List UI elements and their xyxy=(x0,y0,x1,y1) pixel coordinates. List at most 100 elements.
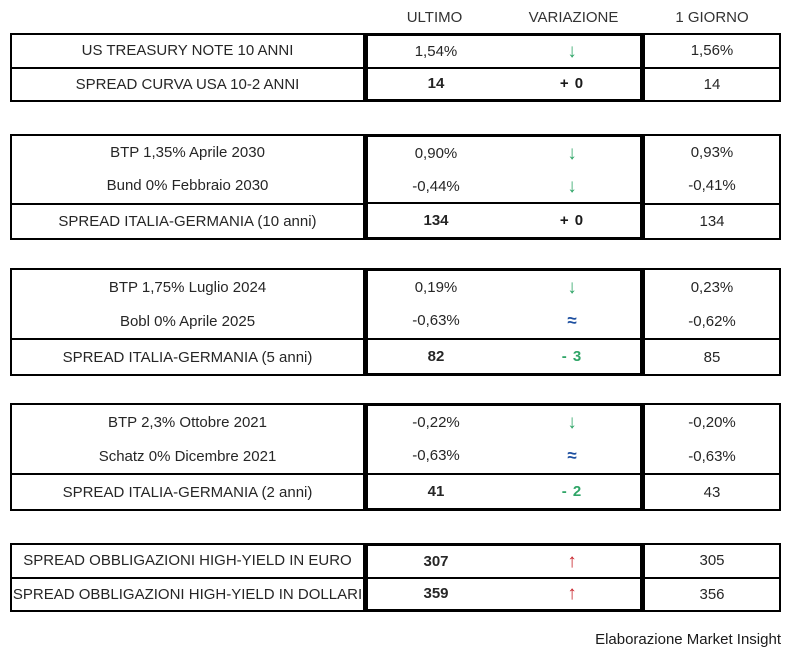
table-row: Schatz 0% Dicembre 2021 xyxy=(12,439,363,473)
labels-column: BTP 2,3% Ottobre 2021 Schatz 0% Dicembre … xyxy=(10,403,365,511)
table-row: BTP 1,35% Aprile 2030 xyxy=(12,136,363,169)
table-row: 85 xyxy=(645,338,779,374)
table-row: -0,20% xyxy=(645,405,779,439)
giorno-value: 43 xyxy=(703,483,721,501)
giorno-value: 134 xyxy=(699,212,725,230)
labels-column: BTP 1,35% Aprile 2030 Bund 0% Febbraio 20… xyxy=(10,134,365,240)
row-label: SPREAD OBBLIGAZIONI HIGH-YIELD IN DOLLAR… xyxy=(12,585,363,603)
table-row: SPREAD ITALIA-GERMANIA (5 anni) xyxy=(12,338,363,374)
ultimo-variazione-box: 1,54% ↓ 14 + 0 xyxy=(365,33,643,102)
table-row: 134 xyxy=(645,202,779,238)
table-row: 41 - 2 xyxy=(368,472,640,508)
table-row: 14 xyxy=(645,66,779,101)
table-row: 0,90% ↓ xyxy=(368,137,640,170)
ultimo-value: 134 xyxy=(423,212,449,230)
ultimo-value: 307 xyxy=(423,552,449,570)
approx-equal-icon: ≈ xyxy=(567,312,577,330)
giorno-value: 1,56% xyxy=(690,42,734,60)
table-row: SPREAD CURVA USA 10-2 ANNI xyxy=(12,66,363,101)
ultimo-variazione-box: 307 ↑ 359 ↑ xyxy=(365,543,643,612)
giorno-value: 305 xyxy=(699,552,725,570)
giorno-column: 0,23% -0,62% 85 xyxy=(643,268,781,376)
approx-equal-icon: ≈ xyxy=(567,447,577,465)
variation-value: - 3 xyxy=(561,347,583,365)
table-high-yield: SPREAD OBBLIGAZIONI HIGH-YIELD IN EURO SP… xyxy=(10,543,781,612)
table-row: 43 xyxy=(645,473,779,509)
down-arrow-icon: ↓ xyxy=(567,413,577,433)
table-row: 307 ↑ xyxy=(368,546,640,577)
ultimo-value: 82 xyxy=(427,347,445,365)
ultimo-variazione-box: 0,19% ↓ -0,63% ≈82 - 3 xyxy=(365,268,643,376)
table-row: -0,63% xyxy=(645,439,779,473)
table-row: 0,19% ↓ xyxy=(368,271,640,304)
table-row: -0,41% xyxy=(645,169,779,202)
column-header-1-giorno: 1 GIORNO xyxy=(675,9,749,26)
table-row: BTP 2,3% Ottobre 2021 xyxy=(12,405,363,439)
table-row: -0,22% ↓ xyxy=(368,406,640,439)
table-row: 82 - 3 xyxy=(368,337,640,373)
giorno-value: -0,63% xyxy=(688,447,736,465)
giorno-column: 1,56% 14 xyxy=(643,33,781,102)
row-label: Schatz 0% Dicembre 2021 xyxy=(98,447,277,465)
table-row: SPREAD OBBLIGAZIONI HIGH-YIELD IN EURO xyxy=(12,545,363,577)
table-row: BTP 1,75% Luglio 2024 xyxy=(12,270,363,304)
ultimo-value: 41 xyxy=(427,482,445,500)
giorno-value: -0,62% xyxy=(688,312,736,330)
ultimo-value: -0,63% xyxy=(412,312,460,330)
row-label: SPREAD ITALIA-GERMANIA (5 anni) xyxy=(62,348,313,366)
giorno-value: 356 xyxy=(699,585,725,603)
row-label: SPREAD ITALIA-GERMANIA (10 anni) xyxy=(58,212,317,230)
labels-column: SPREAD OBBLIGAZIONI HIGH-YIELD IN EURO SP… xyxy=(10,543,365,612)
table-italia-germania-2-anni: BTP 2,3% Ottobre 2021 Schatz 0% Dicembre … xyxy=(10,403,781,511)
giorno-value: 0,93% xyxy=(690,144,734,162)
table-row: 305 xyxy=(645,545,779,577)
table-row: -0,44% ↓ xyxy=(368,170,640,203)
ultimo-value: -0,44% xyxy=(412,177,460,195)
giorno-value: -0,41% xyxy=(688,177,736,195)
up-arrow-icon: ↑ xyxy=(567,584,577,604)
table-italia-germania-10-anni: BTP 1,35% Aprile 2030 Bund 0% Febbraio 20… xyxy=(10,134,781,240)
table-row: 0,93% xyxy=(645,136,779,169)
source-credit: Elaborazione Market Insight xyxy=(595,631,781,648)
table-row: SPREAD OBBLIGAZIONI HIGH-YIELD IN DOLLAR… xyxy=(12,576,363,611)
table-row: 0,23% xyxy=(645,270,779,304)
table-row: US TREASURY NOTE 10 ANNI xyxy=(12,35,363,67)
ultimo-variazione-box: 0,90% ↓ -0,44% ↓ 134 + 0 xyxy=(365,134,643,240)
table-row: 134 + 0 xyxy=(368,202,640,237)
row-label: Bund 0% Febbraio 2030 xyxy=(106,177,269,195)
row-label: BTP 1,35% Aprile 2030 xyxy=(110,144,265,162)
giorno-column: 0,93% -0,41% 134 xyxy=(643,134,781,240)
down-arrow-icon: ↓ xyxy=(567,41,577,61)
row-label: SPREAD OBBLIGAZIONI HIGH-YIELD IN EURO xyxy=(23,552,352,570)
ultimo-value: -0,22% xyxy=(412,414,460,432)
table-row: 356 xyxy=(645,576,779,611)
variation-value: + 0 xyxy=(559,75,585,93)
column-header-variazione: VARIAZIONE xyxy=(528,9,619,26)
ultimo-value: 0,19% xyxy=(414,279,458,297)
table-row: -0,63% ≈ xyxy=(368,439,640,472)
table-row: Bobl 0% Aprile 2025 xyxy=(12,304,363,338)
ultimo-value: 1,54% xyxy=(414,42,458,60)
giorno-value: 0,23% xyxy=(690,278,734,296)
giorno-column: -0,20% -0,63% 43 xyxy=(643,403,781,511)
up-arrow-icon: ↑ xyxy=(567,551,577,571)
down-arrow-icon: ↓ xyxy=(567,143,577,163)
giorno-value: 85 xyxy=(703,348,721,366)
row-label: US TREASURY NOTE 10 ANNI xyxy=(81,42,294,60)
down-arrow-icon: ↓ xyxy=(567,278,577,298)
row-label: SPREAD ITALIA-GERMANIA (2 anni) xyxy=(62,483,313,501)
down-arrow-icon: ↓ xyxy=(567,176,577,196)
table-row: SPREAD ITALIA-GERMANIA (10 anni) xyxy=(12,202,363,238)
labels-column: BTP 1,75% Luglio 2024 Bobl 0% Aprile 2025… xyxy=(10,268,365,376)
row-label: BTP 1,75% Luglio 2024 xyxy=(108,278,267,296)
row-label: Bobl 0% Aprile 2025 xyxy=(119,312,256,330)
variation-value: - 2 xyxy=(561,482,583,500)
ultimo-variazione-box: -0,22% ↓ -0,63% ≈ 41 - 2 xyxy=(365,403,643,511)
table-row: 1,54% ↓ xyxy=(368,36,640,67)
row-label: BTP 2,3% Ottobre 2021 xyxy=(108,413,267,431)
table-row: Bund 0% Febbraio 2030 xyxy=(12,169,363,202)
table-row: -0,63% ≈ xyxy=(368,304,640,337)
row-label: SPREAD CURVA USA 10-2 ANNI xyxy=(75,75,300,93)
table-italia-germania-5-anni: BTP 1,75% Luglio 2024 Bobl 0% Aprile 2025… xyxy=(10,268,781,376)
